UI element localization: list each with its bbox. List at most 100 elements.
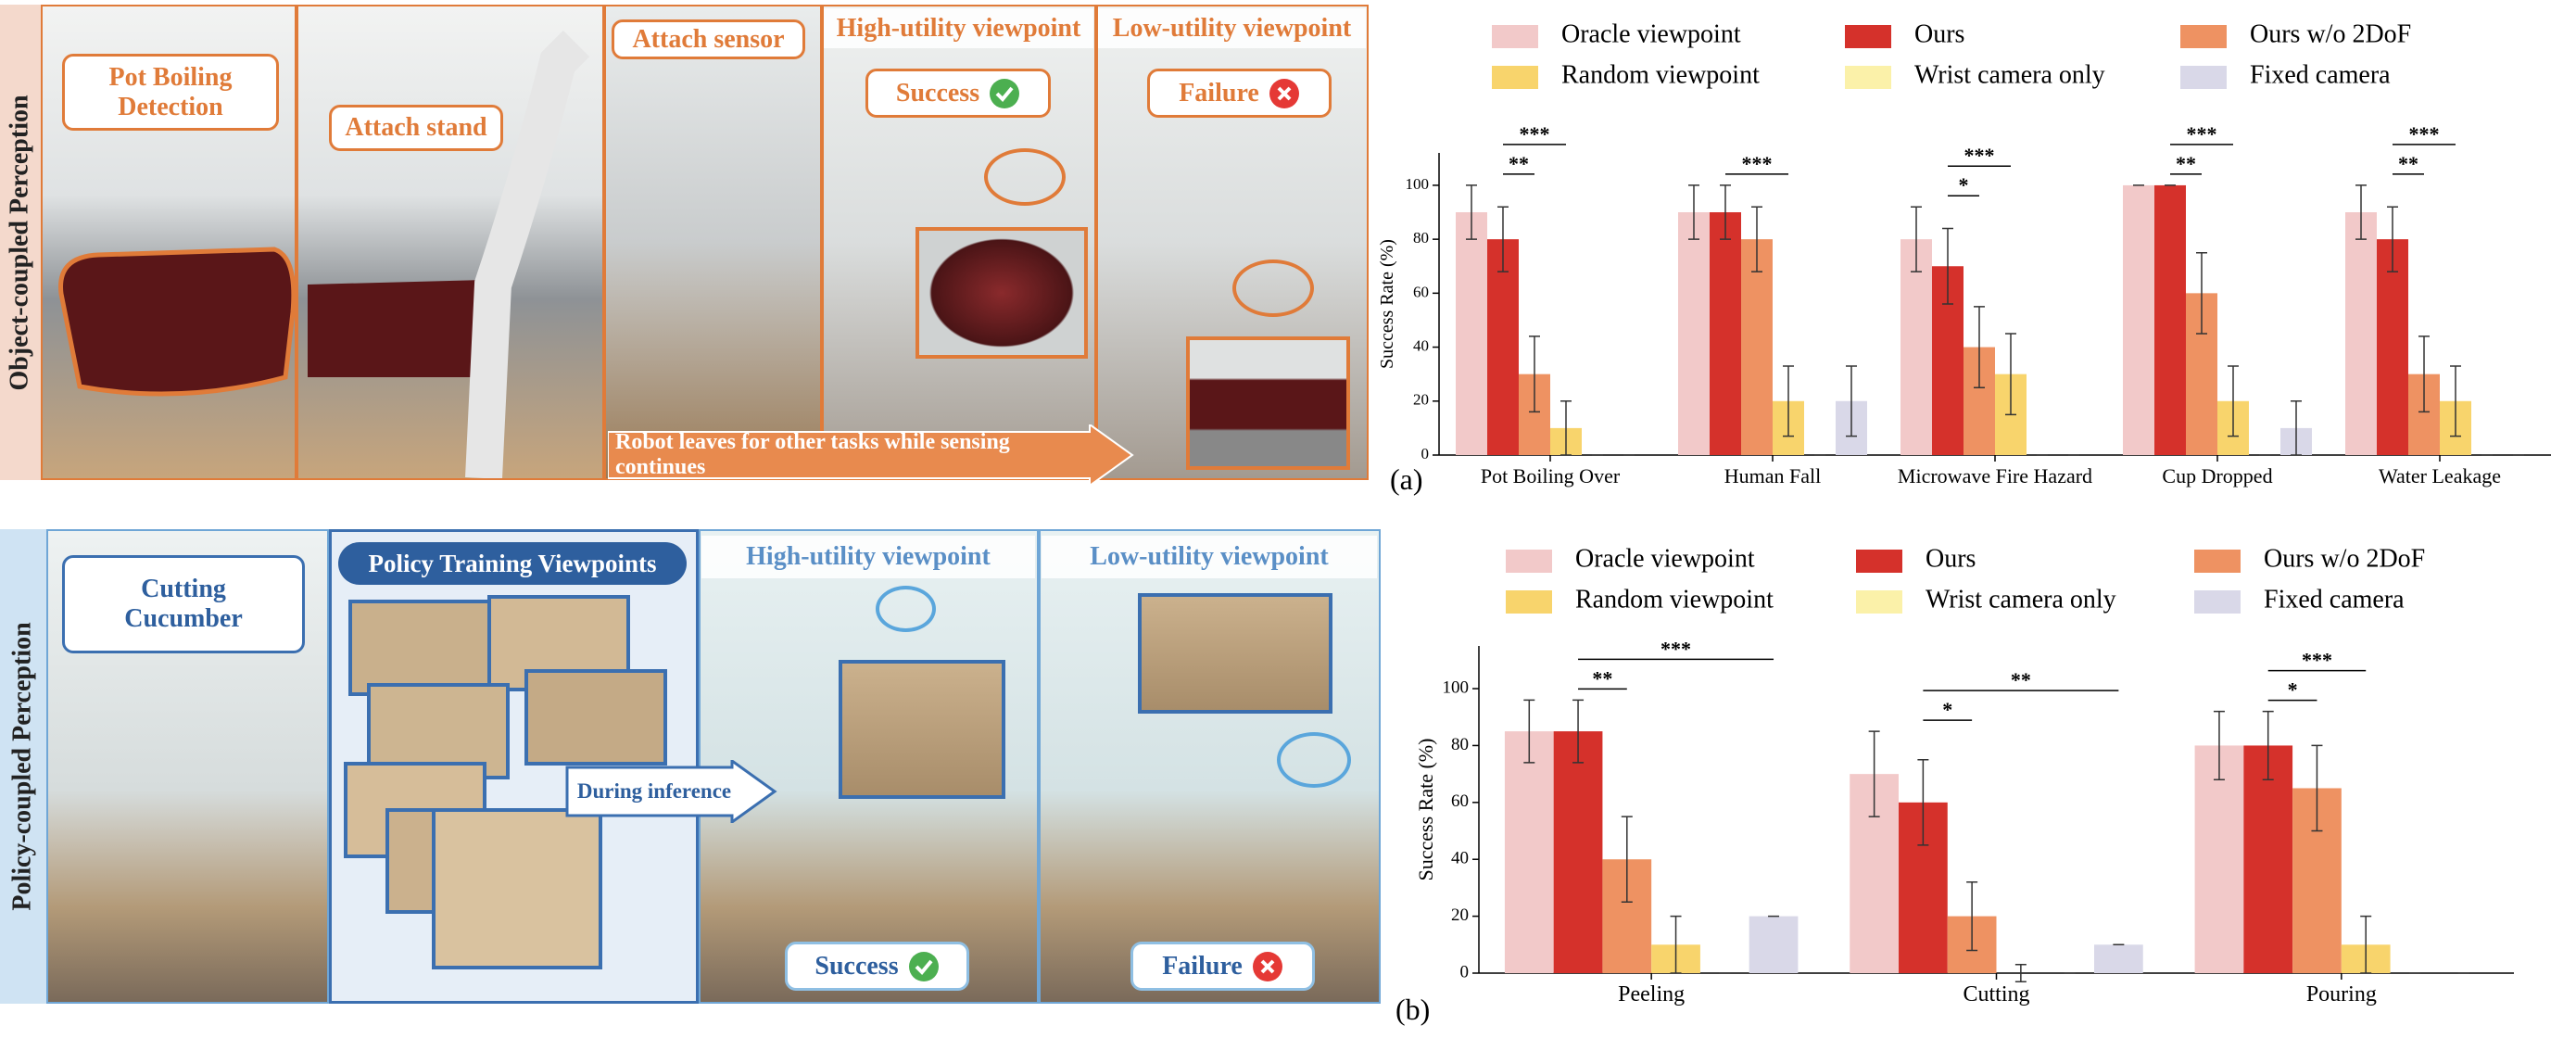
legend-swatch	[1845, 25, 1891, 48]
legend-label: Wrist camera only	[1914, 60, 2105, 89]
error-bar	[2418, 335, 2430, 413]
task-label: Cutting Cucumber	[62, 555, 305, 653]
error-bar	[2291, 400, 2302, 456]
error-bar	[1621, 816, 1633, 904]
x-tick-label: Microwave Fire Hazard	[1898, 464, 2092, 487]
inset-photo	[1138, 593, 1332, 714]
significance-label: ***	[1742, 152, 1773, 175]
error-bar	[1911, 206, 1922, 272]
legend-label: Ours w/o 2DoF	[2250, 19, 2411, 48]
error-bar	[2005, 333, 2016, 416]
legend-swatch	[1845, 66, 1891, 89]
x-tick-label: Cup Dropped	[2162, 464, 2272, 487]
bar	[2345, 212, 2377, 456]
bar	[1553, 731, 1603, 973]
bar	[2243, 745, 2293, 973]
task-label: Pot Boiling Detection	[62, 54, 279, 131]
error-bar	[1560, 400, 1572, 456]
bar	[2377, 239, 2408, 455]
error-bar	[1670, 915, 1682, 974]
error-bar	[1572, 699, 1585, 764]
error-bar	[2262, 710, 2274, 781]
side-strip: Policy-coupled Perception	[0, 529, 46, 1004]
training-panel	[329, 529, 699, 1004]
bar	[1900, 239, 1932, 455]
sensor-highlight	[1277, 732, 1351, 788]
x-tick-label: Water Leakage	[2379, 464, 2501, 487]
significance-label: **	[2011, 668, 2031, 691]
y-tick-label: 60	[1413, 283, 1429, 300]
result-label: Failure	[1130, 942, 1315, 991]
legend-label: Random viewpoint	[1561, 60, 1760, 89]
bar	[2154, 184, 2186, 455]
x-tick-label: Peeling	[1618, 982, 1685, 1006]
legend-label: Fixed camera	[2264, 585, 2405, 614]
legend-swatch	[1492, 25, 1538, 48]
legend-swatch	[2180, 25, 2227, 48]
label-text: Policy Training Viewpoints	[368, 549, 657, 577]
caption: (a)	[1390, 462, 1423, 496]
pot-sketch	[58, 247, 297, 397]
y-tick-label: 0	[1421, 445, 1430, 462]
significance-label: ***	[2187, 122, 2217, 146]
significance-label: ***	[1520, 122, 1550, 146]
bar	[1741, 239, 1773, 455]
error-bar	[2311, 744, 2323, 832]
legend-swatch	[2194, 590, 2241, 614]
label-text: Attach stand	[345, 113, 487, 142]
panel-header: High-utility viewpoint	[824, 8, 1093, 48]
error-bar	[2387, 206, 2398, 272]
bar	[1456, 212, 1487, 456]
label-text: Pot Boiling Detection	[108, 62, 233, 121]
photo	[604, 5, 822, 480]
y-tick-label: 100	[1406, 175, 1430, 193]
error-bar	[1720, 184, 1731, 240]
legend-label: Oracle viewpoint	[1561, 19, 1741, 48]
x-tick-label: Cutting	[1963, 982, 2029, 1006]
cross-icon	[1269, 78, 1299, 108]
significance-label: ***	[2409, 122, 2440, 146]
legend-swatch	[1856, 590, 1902, 614]
bar	[1749, 916, 1799, 973]
y-tick-label: 20	[1451, 905, 1469, 925]
side-strip: Object-coupled Perception	[0, 5, 41, 480]
error-bar	[2355, 184, 2367, 240]
banner-arrow	[608, 424, 1134, 486]
error-bar	[1783, 365, 1794, 437]
significance-label: *	[1959, 173, 1969, 196]
legend-swatch	[1856, 550, 1902, 573]
label-text: Cutting Cucumber	[124, 575, 243, 633]
bar	[1678, 212, 1710, 456]
legend-label: Fixed camera	[2250, 60, 2391, 89]
error-bar	[1868, 730, 1880, 817]
sensor-highlight	[1232, 260, 1314, 317]
arrow-text: During inference	[571, 767, 738, 816]
error-bar	[1846, 365, 1857, 437]
legend-label: Wrist camera only	[1926, 585, 2116, 614]
significance-label: ***	[1661, 637, 1691, 660]
error-bar	[1974, 306, 1985, 388]
error-bar	[2228, 365, 2239, 437]
bar	[1504, 731, 1554, 973]
legend-swatch	[2180, 66, 2227, 89]
step-label: Attach stand	[329, 105, 503, 151]
bar	[2194, 745, 2244, 973]
bar	[1487, 239, 1519, 455]
significance-label: ***	[1964, 144, 1995, 167]
significance-label: ***	[2302, 649, 2332, 672]
error-bar	[2450, 365, 2461, 437]
panel-title: Policy Training Viewpoints	[338, 542, 687, 585]
thumbnails	[344, 595, 667, 969]
y-tick-label: 0	[1460, 962, 1470, 981]
x-tick-label: Human Fall	[1724, 464, 1822, 487]
significance-label: *	[2288, 678, 2298, 702]
error-bar	[2360, 915, 2372, 974]
check-icon	[990, 78, 1020, 108]
y-tick-label: 40	[1451, 849, 1469, 868]
panel-header: Low-utility viewpoint	[1042, 536, 1377, 578]
caption: (b)	[1395, 993, 1430, 1026]
banner-text: Robot leaves for other tasks while sensi…	[615, 430, 1097, 479]
label-text: Failure	[1179, 78, 1259, 108]
